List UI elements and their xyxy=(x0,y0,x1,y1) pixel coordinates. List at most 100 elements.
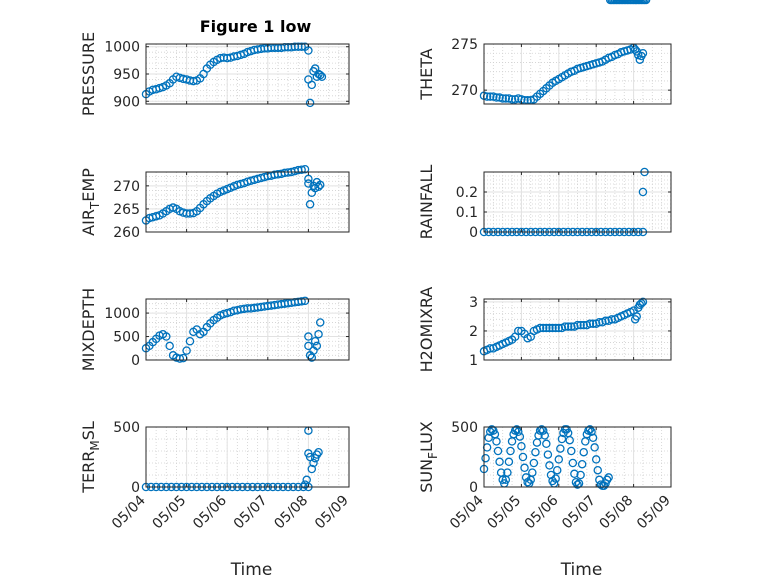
data-point xyxy=(481,453,490,463)
data-point xyxy=(560,322,570,331)
y-axis-label: THETA xyxy=(417,48,436,100)
data-point xyxy=(302,475,311,485)
y-axis-label: H2OMIXRA xyxy=(417,287,436,373)
data-point xyxy=(297,297,306,306)
chart-title: Figure 1 low xyxy=(200,17,312,36)
y-tick-label: 260 xyxy=(113,225,140,241)
data-point xyxy=(542,439,551,449)
y-tick-label: 270 xyxy=(451,83,478,99)
y-axis-label: SUNFLUX xyxy=(417,421,440,493)
data-point xyxy=(185,336,195,346)
data-point xyxy=(514,427,523,437)
data-point xyxy=(304,174,313,184)
data-point xyxy=(503,468,512,477)
data-point xyxy=(588,319,598,328)
data-point xyxy=(535,323,545,333)
y-tick-label: 2 xyxy=(469,324,478,340)
data-point xyxy=(607,315,617,324)
data-point xyxy=(175,354,185,363)
data-point xyxy=(518,452,528,462)
y-tick-label: 1000 xyxy=(104,40,140,56)
subplot-6: 1 2 3 H2OMIXRA xyxy=(417,287,672,373)
data-point xyxy=(501,94,511,103)
subplot-1: 900 950 1000 PRESSURE Figure 1 low xyxy=(79,17,350,116)
data-point xyxy=(563,322,573,331)
axes-box xyxy=(145,171,350,233)
data-point xyxy=(576,320,585,330)
data-point xyxy=(554,323,564,333)
data-point xyxy=(531,447,540,457)
data-point xyxy=(165,341,174,351)
data-point xyxy=(504,457,514,467)
data-point xyxy=(312,450,322,459)
data-point xyxy=(315,70,325,80)
y-tick-label: 1000 xyxy=(104,306,140,322)
data-point xyxy=(297,42,306,51)
axes-box xyxy=(483,43,672,105)
data-point xyxy=(551,474,560,483)
data-point xyxy=(567,446,576,456)
data-point xyxy=(593,465,603,475)
data-point xyxy=(557,434,567,444)
y-tick-label: 1 xyxy=(469,353,478,369)
y-tick-label: 900 xyxy=(113,94,140,110)
data-point xyxy=(577,459,587,469)
data-point xyxy=(641,0,651,5)
data-point xyxy=(507,95,517,104)
data-point xyxy=(529,458,539,468)
data-point xyxy=(314,447,323,457)
data-point xyxy=(517,441,526,451)
y-tick-label: 0 xyxy=(131,480,140,496)
subplot-3: 260 265 270 AIRTEMP xyxy=(79,164,350,241)
data-point xyxy=(305,98,315,108)
y-tick-label: 950 xyxy=(113,67,140,83)
axes-box xyxy=(145,298,350,361)
y-tick-label: 500 xyxy=(113,330,140,346)
data-point xyxy=(506,446,515,456)
data-point xyxy=(493,446,503,456)
y-axis-label: AIRTEMP xyxy=(79,168,102,236)
data-point xyxy=(638,48,648,58)
data-point xyxy=(162,332,171,341)
data-point xyxy=(604,473,613,482)
data-point xyxy=(632,312,641,321)
data-point xyxy=(542,323,551,333)
data-point xyxy=(579,447,588,457)
y-tick-label: 0.2 xyxy=(456,185,478,201)
data-point xyxy=(543,450,553,459)
data-point xyxy=(317,72,327,81)
data-point xyxy=(498,94,507,103)
data-point xyxy=(548,323,557,333)
data-point xyxy=(315,318,325,327)
data-point xyxy=(492,437,501,446)
axes-box xyxy=(483,298,672,361)
subplot-5: 0 500 1000 MIXDEPTH xyxy=(79,288,350,371)
data-point xyxy=(565,435,574,445)
data-point xyxy=(552,465,562,475)
data-point xyxy=(587,427,596,437)
data-point xyxy=(595,317,604,327)
y-tick-label: 3 xyxy=(469,295,478,311)
data-point xyxy=(485,92,495,101)
y-tick-label: 270 xyxy=(113,179,140,195)
data-point xyxy=(484,433,493,443)
data-point xyxy=(588,433,598,443)
data-point xyxy=(576,470,585,480)
data-point xyxy=(638,297,648,307)
axes-box xyxy=(145,426,350,488)
y-tick-label: 265 xyxy=(113,202,140,218)
data-point xyxy=(556,444,565,453)
data-point xyxy=(309,458,318,468)
subplot-4: 0 0.1 0.2 RAINFALL xyxy=(417,165,672,241)
axes-box xyxy=(483,171,672,233)
data-point xyxy=(182,346,191,355)
y-tick-label: 500 xyxy=(113,420,140,436)
data-point xyxy=(591,455,601,464)
data-point xyxy=(310,336,320,346)
x-axis-label: Time xyxy=(230,560,273,580)
data-point xyxy=(314,182,323,192)
data-point xyxy=(585,319,595,328)
axes-box xyxy=(483,426,672,488)
